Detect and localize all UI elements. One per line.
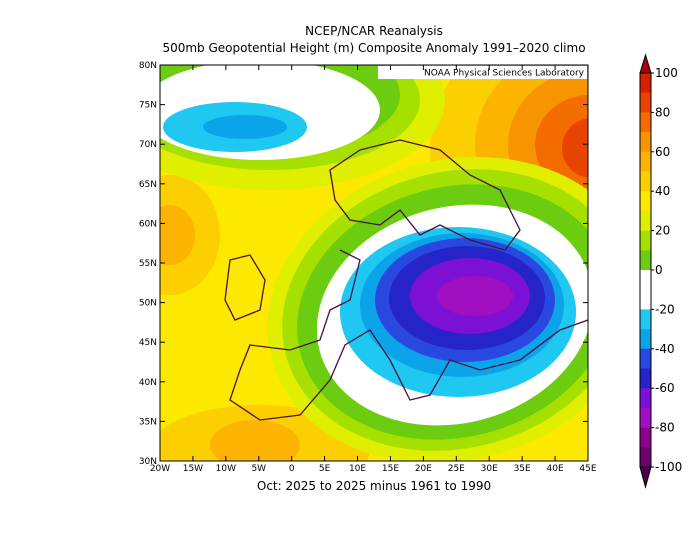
x-tick-label: 20E — [415, 464, 432, 474]
x-tick-label: 5E — [319, 464, 331, 474]
colorbar-under — [639, 466, 652, 489]
colorbar-band — [640, 250, 651, 271]
colorbar-band — [640, 230, 651, 251]
x-tick-label: 20W — [150, 464, 170, 474]
colorbar-band — [640, 92, 651, 113]
colorbar-band — [640, 289, 651, 310]
x-tick-label: 0 — [289, 464, 295, 474]
y-tick-label: 45N — [139, 338, 157, 348]
colorbar-band — [640, 171, 651, 192]
colorbar-label: -40 — [655, 342, 675, 356]
colorbar-label: -20 — [655, 302, 675, 316]
x-tick-label: 30E — [481, 464, 498, 474]
colorbar-band — [640, 73, 651, 93]
x-tick-label: 10W — [216, 464, 236, 474]
colorbar-band — [640, 427, 651, 448]
y-tick-label: 70N — [139, 140, 157, 150]
credit-box — [378, 66, 587, 79]
colorbar-label: 40 — [655, 184, 670, 198]
colorbar-band — [640, 407, 651, 428]
colorbar-label: 0 — [655, 263, 663, 277]
colorbar-band — [640, 309, 651, 330]
colorbar-over — [639, 53, 652, 74]
colorbar-label: -100 — [655, 460, 682, 474]
y-tick-label: 30N — [139, 457, 157, 467]
x-tick-label: 40E — [547, 464, 564, 474]
x-tick-label: 15E — [382, 464, 399, 474]
colorbar-band — [640, 191, 651, 212]
x-tick-label: 35E — [514, 464, 531, 474]
colorbar-band — [640, 112, 651, 133]
colorbar-band — [640, 151, 651, 172]
colorbar-label: -60 — [655, 381, 675, 395]
colorbar-band — [640, 270, 651, 290]
x-tick-label: 15W — [183, 464, 203, 474]
colorbar-band — [640, 447, 651, 468]
map-field — [160, 65, 588, 461]
title: NCEP/NCAR Reanalysis — [305, 24, 443, 38]
colorbar-label: 60 — [655, 145, 670, 159]
y-tick-label: 75N — [139, 101, 157, 111]
y-tick-label: 80N — [139, 61, 157, 71]
colorbar-label: 80 — [655, 105, 670, 119]
y-tick-label: 55N — [139, 259, 157, 269]
colorbar-band — [640, 329, 651, 350]
colorbar-band — [640, 210, 651, 231]
x-tick-label: 5W — [251, 464, 266, 474]
y-tick-label: 60N — [139, 219, 157, 229]
colorbar-band — [640, 368, 651, 389]
x-tick-label: 25E — [448, 464, 465, 474]
subtitle: 500mb Geopotential Height (m) Composite … — [162, 41, 585, 55]
colorbar-label: 20 — [655, 224, 670, 238]
y-tick-label: 65N — [139, 180, 157, 190]
dynamic: 20W 15W 10W 5W 0 5E 10E 15E 20E 25E 30E 35E 40E 45E 30… — [139, 53, 682, 489]
credit: NOAA Physical Sciences Laboratory — [424, 69, 585, 79]
colorbar-band — [640, 348, 651, 369]
x-tick-label: 10E — [349, 464, 366, 474]
y-tick-label: 50N — [139, 299, 157, 309]
x-tick-label: 45E — [579, 464, 596, 474]
footer: Oct: 2025 to 2025 minus 1961 to 1990 — [257, 479, 491, 493]
colorbar-label: -80 — [655, 421, 675, 435]
y-tick-label: 35N — [139, 417, 157, 427]
y-tick-label: 40N — [139, 378, 157, 388]
colorbar-band — [640, 132, 651, 153]
colorbar-label: 100 — [655, 66, 678, 80]
colorbar-band — [640, 388, 651, 409]
